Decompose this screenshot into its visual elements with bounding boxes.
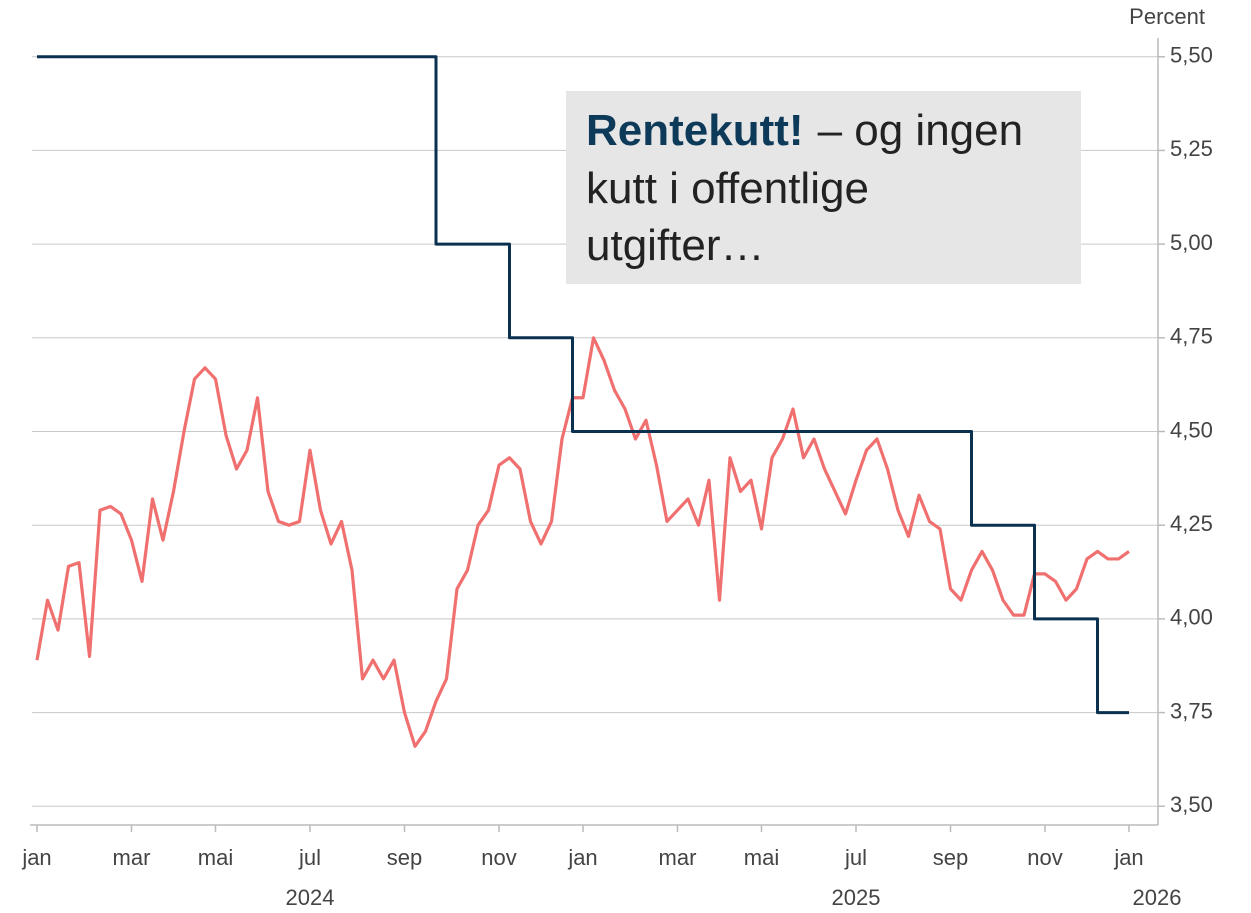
y-tick-label: 4,25	[1170, 511, 1213, 536]
y-axis-label: Percent	[1129, 4, 1205, 29]
year-label: 2024	[286, 885, 335, 910]
x-tick-label: jan	[21, 845, 51, 870]
y-tick-label: 4,75	[1170, 324, 1213, 349]
y-tick-label: 5,50	[1170, 43, 1213, 68]
y-tick-label: 3,75	[1170, 698, 1213, 723]
annotation-text: kutt i offentlige	[586, 164, 869, 213]
x-tick-label: mar	[659, 845, 697, 870]
year-label: 2025	[832, 885, 881, 910]
x-tick-label: mai	[744, 845, 779, 870]
annotation-line: – og ingen	[818, 106, 1024, 155]
line-series	[35, 336, 1130, 748]
x-tick-label: mai	[198, 845, 233, 870]
x-tick-label: jul	[844, 845, 867, 870]
x-tick-label: jan	[1113, 845, 1143, 870]
line-series	[37, 55, 1129, 715]
x-tick-label: sep	[387, 845, 422, 870]
x-tick-label: jul	[298, 845, 321, 870]
x-tick-label: jan	[567, 845, 597, 870]
annotation-text: Rentekutt! – og ingen	[586, 106, 1023, 155]
annotation-highlight: Rentekutt!	[586, 106, 804, 155]
year-label: 2026	[1133, 885, 1182, 910]
x-tick-label: sep	[933, 845, 968, 870]
y-tick-label: 5,00	[1170, 230, 1213, 255]
y-tick-label: 5,25	[1170, 136, 1213, 161]
y-tick-label: 3,50	[1170, 792, 1213, 817]
x-tick-label: nov	[481, 845, 516, 870]
y-tick-label: 4,00	[1170, 605, 1213, 630]
x-tick-label: mar	[113, 845, 151, 870]
y-tick-label: 4,50	[1170, 417, 1213, 442]
annotation-box	[566, 91, 1081, 284]
x-tick-label: nov	[1027, 845, 1062, 870]
annotation-text: utgifter…	[586, 221, 765, 270]
